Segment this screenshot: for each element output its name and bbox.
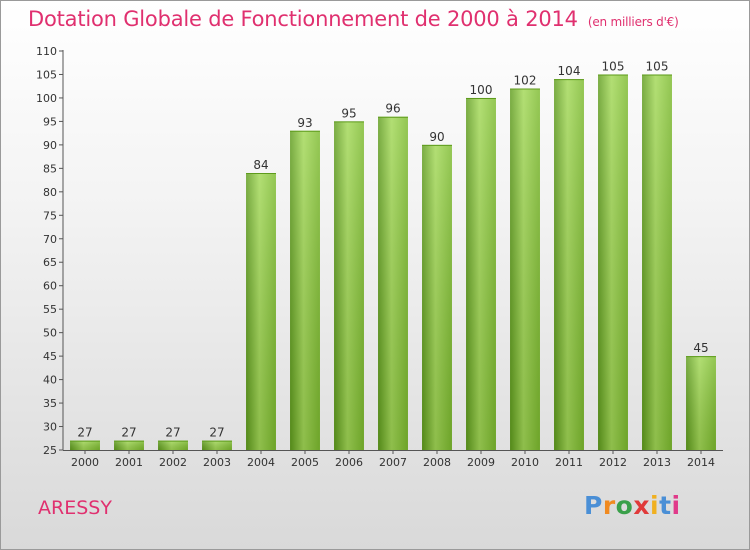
x-tick-label-2006: 2006 <box>335 456 363 469</box>
bars <box>70 74 716 451</box>
logo-letter: o <box>615 491 634 520</box>
x-tick-label-2002: 2002 <box>159 456 187 469</box>
y-tick-label: 35 <box>43 397 57 410</box>
bar-shade-2014 <box>686 356 716 450</box>
chart-subtitle: (en milliers d'€) <box>587 15 679 29</box>
x-tick-label-2009: 2009 <box>467 456 495 469</box>
logo-letter: t <box>659 491 672 520</box>
value-label-2003: 27 <box>209 426 224 440</box>
value-label-2014: 45 <box>693 341 708 355</box>
chart-title-text: Dotation Globale de Fonctionnement de 20… <box>28 7 578 31</box>
value-label-2013: 105 <box>646 59 669 73</box>
logo-letter: i <box>650 491 660 520</box>
y-tick-label: 95 <box>43 115 57 128</box>
logo-letter: x <box>633 491 650 520</box>
x-tick-label-2004: 2004 <box>247 456 275 469</box>
value-labels: 27 27 27 27 84 93 95 96 90 100 102 104 105 105 45 <box>77 59 708 439</box>
value-label-2007: 96 <box>385 102 400 116</box>
y-tick-label: 65 <box>43 256 57 269</box>
x-tick-label-2012: 2012 <box>599 456 627 469</box>
value-label-2001: 27 <box>121 426 136 440</box>
value-label-2006: 95 <box>341 106 356 120</box>
bar-shade-2009 <box>466 97 496 451</box>
y-tick-label: 55 <box>43 303 57 316</box>
value-label-2005: 93 <box>297 116 312 130</box>
logo-letter: r <box>602 491 616 520</box>
value-label-2010: 102 <box>514 74 537 88</box>
x-tick-label-2008: 2008 <box>423 456 451 469</box>
bar-shade-2012 <box>598 74 628 451</box>
value-label-2008: 90 <box>429 130 444 144</box>
y-tick-label: 70 <box>43 233 57 246</box>
y-tick-label: 60 <box>43 280 57 293</box>
bar-shade-2000 <box>70 440 100 450</box>
y-tick-label: 40 <box>43 374 57 387</box>
y-tick-label: 85 <box>43 162 57 175</box>
bar-shade-2003 <box>202 440 232 450</box>
y-tick-label: 110 <box>36 45 57 58</box>
value-label-2011: 104 <box>558 64 581 78</box>
logo-letter: P <box>584 491 603 520</box>
place-name: ARESSY <box>38 497 112 519</box>
proxiti-logo[interactable]: Proxiti <box>584 491 681 520</box>
bar-shade-2011 <box>554 79 584 450</box>
y-tick-label: 50 <box>43 327 57 340</box>
x-tick-label-2007: 2007 <box>379 456 407 469</box>
value-label-2000: 27 <box>77 426 92 440</box>
x-tick-label-2003: 2003 <box>203 456 231 469</box>
y-tick-label: 75 <box>43 209 57 222</box>
value-label-2012: 105 <box>602 59 625 73</box>
logo-letter: i <box>671 491 681 520</box>
x-tick-label-2005: 2005 <box>291 456 319 469</box>
bar-shade-2002 <box>158 440 188 450</box>
y-tick-label: 100 <box>36 92 57 105</box>
x-tick-label-2011: 2011 <box>555 456 583 469</box>
bar-shade-2005 <box>290 130 320 451</box>
value-label-2002: 27 <box>165 426 180 440</box>
y-tick-label: 105 <box>36 68 57 81</box>
axes: 25 30 35 40 45 50 55 60 65 70 75 80 85 90 95 100 105 110 2… <box>36 45 723 469</box>
bar-shade-2004 <box>246 173 276 450</box>
x-tick-label-2000: 2000 <box>71 456 99 469</box>
chart-title: Dotation Globale de Fonctionnement de 20… <box>28 7 679 31</box>
x-tick-label-2014: 2014 <box>687 456 715 469</box>
y-tick-label: 25 <box>43 444 57 457</box>
value-label-2009: 100 <box>470 83 493 97</box>
y-tick-label: 45 <box>43 350 57 363</box>
x-tick-label-2001: 2001 <box>115 456 143 469</box>
bar-shade-2013 <box>642 74 672 451</box>
bar-shade-2007 <box>378 116 408 450</box>
bar-shade-2001 <box>114 440 144 450</box>
value-label-2004: 84 <box>253 158 268 172</box>
bar-shade-2010 <box>510 88 540 450</box>
bar-shade-2006 <box>334 121 364 450</box>
y-tick-label: 30 <box>43 421 57 434</box>
bar-shade-2008 <box>422 144 452 450</box>
y-tick-label: 80 <box>43 186 57 199</box>
y-tick-label: 90 <box>43 139 57 152</box>
x-tick-label-2010: 2010 <box>511 456 539 469</box>
x-tick-label-2013: 2013 <box>643 456 671 469</box>
